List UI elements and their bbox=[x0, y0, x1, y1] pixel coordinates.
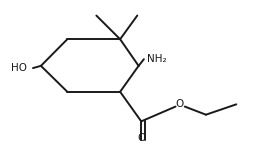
Text: O: O bbox=[175, 99, 184, 109]
Text: HO: HO bbox=[11, 63, 27, 73]
Text: O: O bbox=[137, 133, 145, 143]
Text: NH₂: NH₂ bbox=[147, 54, 166, 64]
